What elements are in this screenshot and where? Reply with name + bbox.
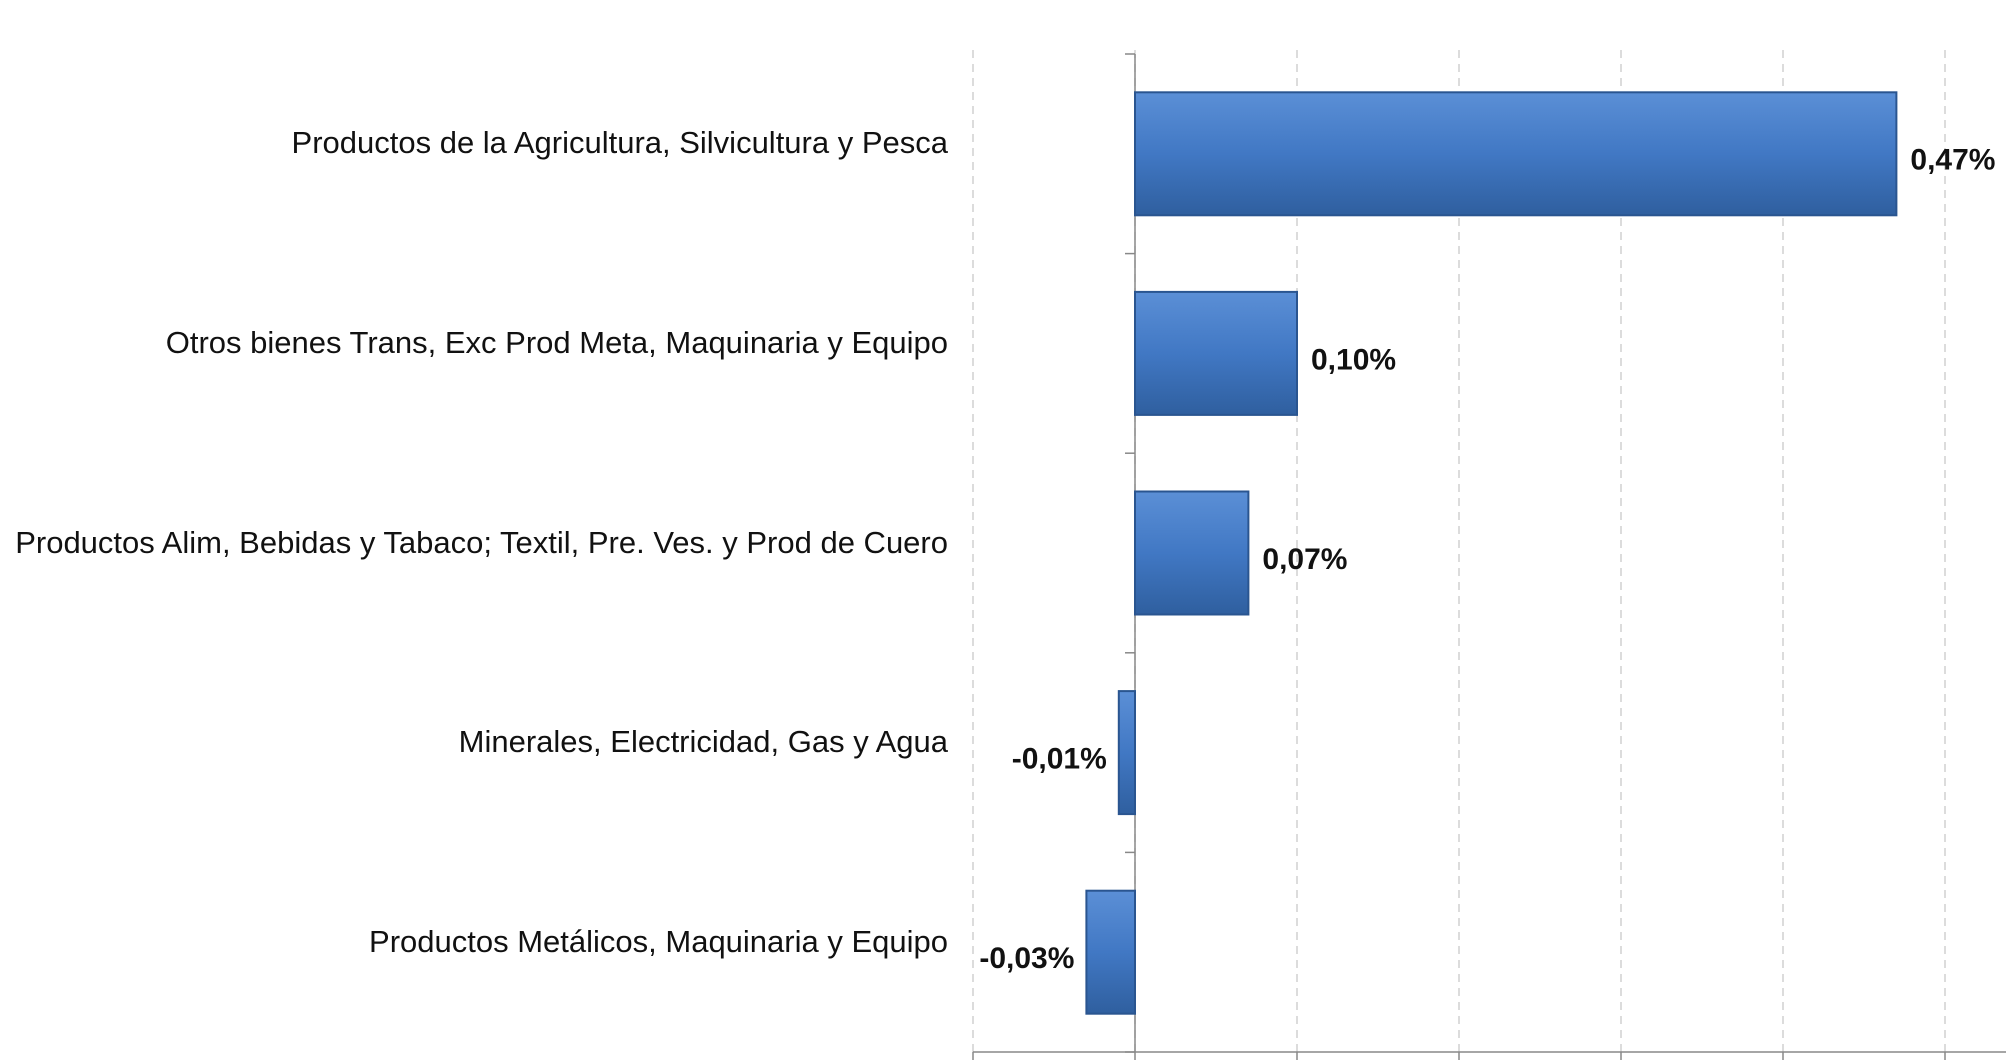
y-tick-label: Otros bienes Trans, Exc Prod Meta, Maqui… [165, 324, 948, 360]
bar [1134, 290, 1298, 416]
category-label-box: Productos Alim, Bebidas y Tabaco; Textil… [0, 443, 948, 643]
category-label-box: Productos de la Agricultura, Silvicultur… [0, 44, 948, 244]
bar [1134, 91, 1898, 217]
value-label: -0,01% [1012, 743, 1107, 776]
category-label-box: Minerales, Electricidad, Gas y Agua [0, 643, 948, 843]
value-label: 0,07% [1262, 543, 1347, 576]
bar [1085, 889, 1137, 1015]
category-label-box: Otros bienes Trans, Exc Prod Meta, Maqui… [0, 244, 948, 444]
bar [1134, 490, 1250, 616]
value-label: 0,10% [1311, 343, 1396, 376]
category-label-box: Productos Metálicos, Maquinaria y Equipo [0, 842, 948, 1042]
value-label: 0,47% [1910, 144, 1995, 177]
bar [1117, 690, 1137, 816]
value-label: -0,03% [979, 942, 1074, 975]
y-tick-label: Productos de la Agricultura, Silvicultur… [291, 125, 948, 161]
y-tick-label: Minerales, Electricidad, Gas y Agua [458, 724, 948, 760]
y-tick-label: Productos Metálicos, Maquinaria y Equipo [369, 923, 948, 959]
y-tick-label: Productos Alim, Bebidas y Tabaco; Textil… [15, 524, 948, 560]
